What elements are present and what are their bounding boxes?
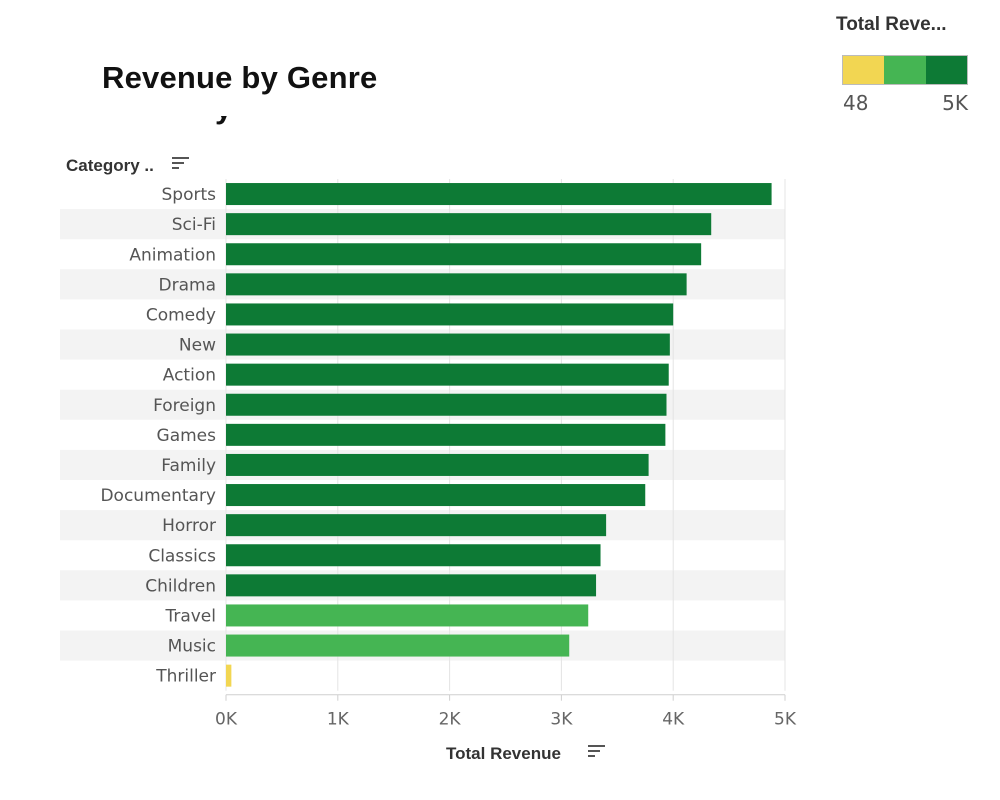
legend-swatch-high	[925, 56, 967, 84]
x-tick-label: 0K	[215, 710, 238, 730]
bar	[226, 484, 646, 507]
bar	[226, 604, 589, 627]
category-label: Classics	[148, 546, 216, 566]
x-tick-label: 1K	[327, 710, 350, 730]
category-label: Comedy	[146, 305, 216, 325]
bar	[226, 423, 666, 446]
x-tick-label: 3K	[550, 710, 573, 730]
bar	[226, 273, 687, 296]
bar	[226, 243, 702, 266]
bar	[226, 574, 597, 597]
category-label: Family	[161, 456, 216, 476]
bar	[226, 514, 607, 537]
bar	[226, 664, 232, 687]
category-label: Music	[168, 637, 216, 657]
legend-max-label: 5K	[942, 91, 968, 115]
chart-title: Revenue by Genre	[102, 60, 378, 95]
x-tick-label: 5K	[774, 710, 797, 730]
row-header-category[interactable]: Category ..	[66, 156, 154, 175]
bar	[226, 544, 601, 567]
category-label: Foreign	[153, 396, 216, 416]
bar	[226, 213, 712, 236]
category-label: Travel	[164, 606, 216, 626]
category-label: Sports	[162, 185, 217, 205]
x-tick-label: 2K	[439, 710, 462, 730]
category-label: Thriller	[155, 667, 216, 687]
color-legend-bar	[842, 55, 968, 85]
legend-min-label: 48	[843, 91, 869, 115]
category-label: Horror	[162, 516, 216, 536]
x-axis-sort-icon[interactable]	[588, 745, 605, 759]
category-label: Children	[145, 576, 216, 596]
sort-descending-icon[interactable]	[172, 157, 189, 171]
bar	[226, 453, 649, 476]
legend-swatch-mid	[884, 56, 926, 84]
bar	[226, 634, 570, 657]
bar	[226, 333, 670, 356]
category-label: Games	[157, 426, 217, 446]
clipped-title-fragment: y	[215, 116, 245, 130]
category-label: Documentary	[100, 486, 216, 506]
legend-swatch-low	[843, 56, 885, 84]
category-label: Animation	[129, 245, 216, 265]
x-tick-label: 4K	[662, 710, 685, 730]
bar	[226, 183, 772, 206]
category-label: New	[179, 336, 216, 356]
bar	[226, 363, 669, 386]
legend-title[interactable]: Total Reve...	[836, 14, 947, 35]
category-label: Drama	[159, 275, 216, 295]
bar	[226, 303, 674, 326]
x-axis-title[interactable]: Total Revenue	[446, 744, 561, 763]
bar	[226, 393, 667, 416]
category-label: Action	[163, 366, 216, 386]
category-label: Sci-Fi	[172, 215, 216, 235]
